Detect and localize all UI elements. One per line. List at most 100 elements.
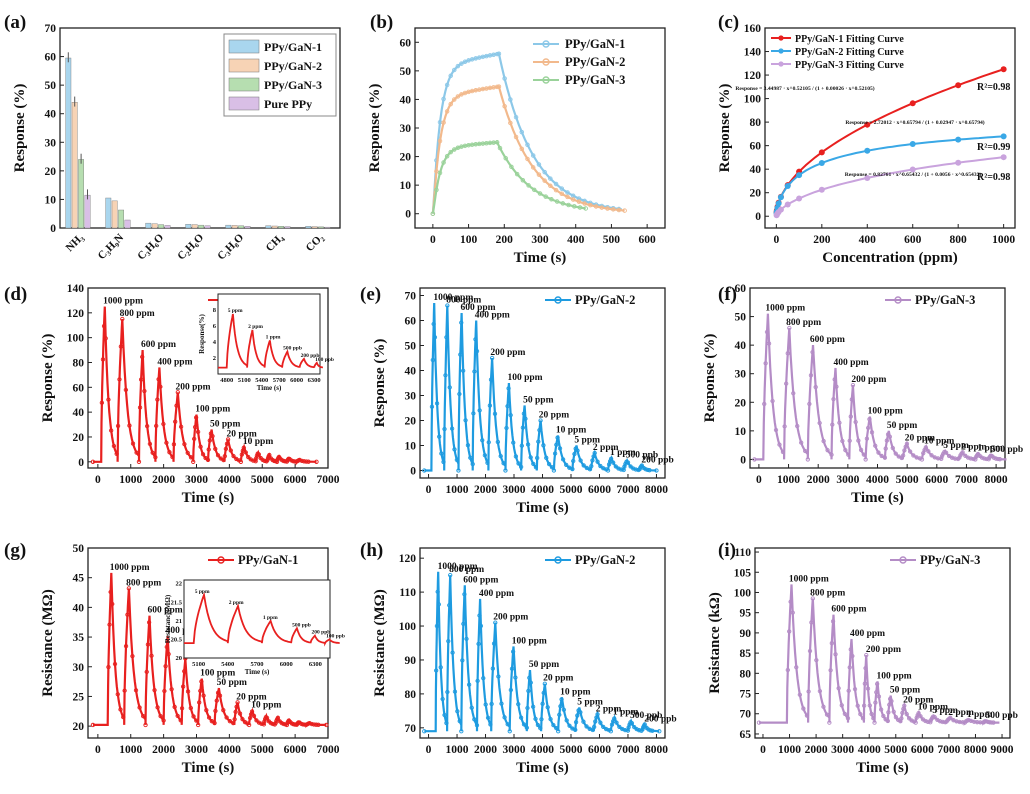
y-tick-label: 0 bbox=[410, 466, 416, 478]
data-point bbox=[564, 462, 569, 468]
data-point bbox=[828, 668, 833, 673]
data-point bbox=[153, 455, 158, 460]
data-point bbox=[787, 629, 792, 634]
y-tick-label: 50 bbox=[405, 341, 417, 353]
data-point bbox=[581, 463, 586, 468]
data-point bbox=[199, 679, 204, 684]
data-point bbox=[441, 459, 446, 465]
data-point bbox=[796, 172, 803, 179]
data-point bbox=[634, 727, 639, 732]
data-point bbox=[167, 450, 172, 455]
data-point bbox=[968, 456, 973, 461]
data-point bbox=[797, 692, 802, 697]
data-point bbox=[832, 377, 837, 382]
inset-y-tick: 20 bbox=[176, 655, 183, 662]
data-point bbox=[803, 448, 808, 454]
data-point bbox=[459, 320, 464, 325]
x-axis-title: Time (s) bbox=[516, 500, 569, 516]
data-point bbox=[221, 457, 226, 463]
y-tick-label: 30 bbox=[735, 369, 747, 381]
data-point bbox=[125, 612, 130, 617]
data-point bbox=[926, 449, 931, 454]
x-tick-label: 1000 bbox=[777, 474, 800, 486]
concentration-label: 800 ppm bbox=[810, 589, 845, 599]
data-point bbox=[227, 719, 233, 724]
concentration-label: 1000 ppm bbox=[110, 563, 150, 573]
data-point bbox=[904, 711, 909, 717]
data-point bbox=[559, 191, 565, 197]
data-point bbox=[532, 187, 537, 193]
x-tick-label: 8000 bbox=[645, 484, 668, 496]
data-point bbox=[572, 204, 577, 209]
y-tick-label: 45 bbox=[73, 573, 85, 585]
data-point bbox=[919, 457, 925, 462]
bar bbox=[284, 226, 291, 229]
data-point bbox=[827, 720, 832, 725]
data-point bbox=[496, 674, 501, 679]
data-point bbox=[791, 391, 796, 396]
data-point bbox=[846, 688, 851, 693]
concentration-label: 50 ppm bbox=[523, 396, 553, 406]
data-point bbox=[166, 651, 171, 657]
x-tick-label: 2000 bbox=[152, 744, 175, 756]
data-point bbox=[231, 453, 236, 459]
inset-label: 500 ppb bbox=[292, 622, 311, 628]
y-tick-label: 100 bbox=[744, 94, 762, 106]
data-point bbox=[502, 104, 507, 109]
data-point bbox=[799, 440, 804, 445]
data-point bbox=[459, 729, 464, 734]
data-point bbox=[106, 664, 111, 670]
data-point bbox=[457, 391, 462, 397]
data-point bbox=[472, 369, 477, 374]
data-point bbox=[486, 440, 491, 445]
data-point bbox=[482, 453, 488, 458]
data-point bbox=[212, 720, 217, 726]
panel-e: 0 10 20 30 40 50 60 70 0 1000 2000 3000 4000 5000 6000… bbox=[360, 284, 674, 516]
data-point bbox=[462, 592, 467, 597]
x-tick-label: 6000 bbox=[284, 474, 307, 486]
bar bbox=[265, 225, 272, 229]
data-point bbox=[989, 720, 994, 725]
data-point bbox=[429, 404, 435, 409]
data-point bbox=[834, 384, 839, 389]
data-point bbox=[241, 445, 246, 450]
data-point bbox=[806, 689, 811, 694]
data-point bbox=[265, 457, 270, 463]
data-point bbox=[101, 323, 107, 329]
concentration-label: 200 ppb bbox=[644, 714, 676, 724]
data-point bbox=[442, 426, 447, 432]
data-point bbox=[536, 439, 541, 444]
data-point bbox=[608, 729, 614, 734]
data-point bbox=[813, 384, 818, 390]
data-point bbox=[957, 455, 962, 460]
concentration-label: 800 ppm bbox=[126, 578, 161, 588]
legend-label: PPy/GaN-3 bbox=[920, 553, 980, 567]
concentration-label: 500 ppb bbox=[991, 445, 1023, 455]
y-tick-label: 90 bbox=[740, 628, 752, 640]
panel-label: (a) bbox=[4, 12, 26, 33]
data-point bbox=[542, 169, 547, 175]
data-point bbox=[182, 442, 187, 447]
data-point bbox=[804, 713, 810, 718]
y-tick-label: 85 bbox=[740, 648, 752, 660]
data-point bbox=[489, 355, 495, 361]
y-tick-label: 40 bbox=[45, 109, 57, 121]
data-point bbox=[890, 445, 895, 451]
x-tick-label: 4000 bbox=[858, 744, 881, 756]
y-tick-label: 40 bbox=[750, 164, 762, 176]
data-point bbox=[559, 186, 565, 191]
data-point bbox=[434, 401, 440, 406]
x-tick-label: 300 bbox=[531, 234, 549, 246]
x-tick-label: 0 bbox=[773, 234, 779, 246]
data-point bbox=[185, 450, 190, 456]
legend-marker bbox=[554, 556, 562, 564]
y-tick-label: 0 bbox=[740, 454, 746, 466]
data-point bbox=[447, 603, 452, 608]
data-point bbox=[909, 100, 916, 107]
x-tick-label: 3000 bbox=[503, 484, 526, 496]
data-point bbox=[541, 443, 546, 448]
x-tick-label: 0 bbox=[426, 744, 432, 756]
data-point bbox=[481, 676, 486, 681]
data-point bbox=[436, 602, 441, 607]
data-point bbox=[538, 418, 543, 423]
